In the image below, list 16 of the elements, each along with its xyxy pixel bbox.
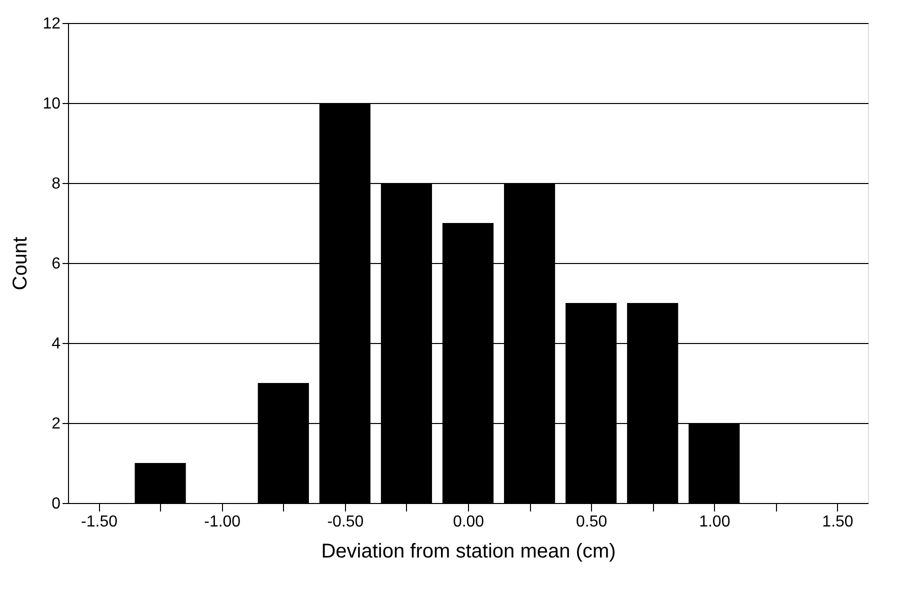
x-tick-label: 1.50 — [822, 514, 854, 530]
y-tick-label: 0 — [52, 496, 61, 512]
x-tick-label: 0.00 — [452, 514, 484, 530]
y-tick-label: 6 — [52, 256, 61, 272]
y-tick-label: 8 — [52, 176, 61, 192]
x-tick-label: 1.00 — [699, 514, 730, 530]
y-tick-label: 12 — [42, 16, 61, 32]
x-tick-label: -1.50 — [81, 514, 118, 530]
y-tick-label: 4 — [52, 336, 61, 352]
y-tick-label: 10 — [42, 96, 61, 112]
x-tick-label: 0.50 — [576, 514, 608, 530]
y-tick-label: 2 — [52, 416, 61, 432]
x-axis-title: Deviation from station mean (cm) — [321, 540, 616, 562]
x-tick-label: -1.00 — [204, 514, 241, 530]
y-axis-title: Count — [10, 236, 32, 290]
x-tick-label: -0.50 — [327, 514, 364, 530]
